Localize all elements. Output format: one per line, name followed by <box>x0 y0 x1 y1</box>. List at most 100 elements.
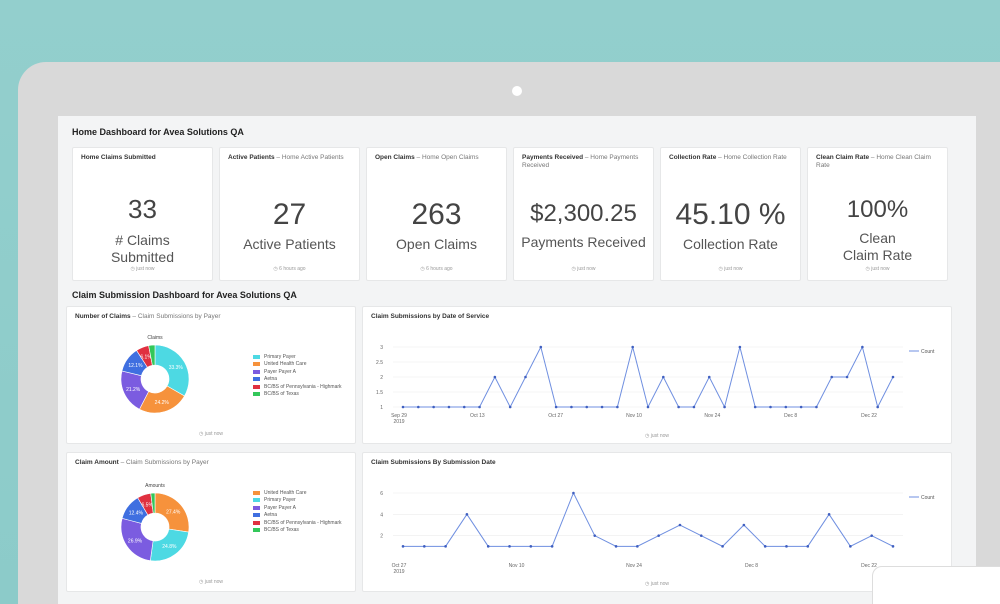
data-point[interactable] <box>742 523 746 527</box>
data-point[interactable] <box>646 405 650 409</box>
pie-slice-label: 24.2% <box>155 400 170 406</box>
data-point[interactable] <box>827 513 831 516</box>
data-point[interactable] <box>447 405 451 409</box>
data-point[interactable] <box>636 545 639 548</box>
legend-item[interactable]: BC/BS of Pennsylvania - Highmark <box>253 519 342 527</box>
legend-item[interactable]: Aetna <box>253 512 342 520</box>
data-point[interactable] <box>845 375 849 379</box>
legend-item[interactable]: Payer Payer A <box>253 504 342 512</box>
data-point[interactable] <box>799 405 803 409</box>
data-point[interactable] <box>570 405 573 409</box>
data-point[interactable] <box>699 534 703 537</box>
data-point[interactable] <box>423 545 426 548</box>
clock-icon: ◷ <box>198 579 204 585</box>
data-point[interactable] <box>763 545 767 548</box>
legend-label: Primary Payer <box>264 497 296 504</box>
data-point[interactable] <box>785 545 788 548</box>
data-point[interactable] <box>677 405 680 409</box>
data-point[interactable] <box>723 405 726 409</box>
legend-label: BC/BS of Texas <box>264 527 299 534</box>
data-point[interactable] <box>678 523 682 527</box>
data-point[interactable] <box>891 545 895 548</box>
data-point[interactable] <box>631 345 634 349</box>
amount-by-payer-card[interactable]: Claim Amount – Claim Submissions by Paye… <box>66 452 356 592</box>
data-point[interactable] <box>692 405 696 409</box>
data-point[interactable] <box>478 405 481 409</box>
legend-item[interactable]: Primary Payer <box>253 497 342 505</box>
data-point[interactable] <box>769 405 772 409</box>
data-point[interactable] <box>600 405 604 409</box>
legend-item[interactable]: United Health Care <box>253 489 342 497</box>
data-point[interactable] <box>444 545 447 548</box>
data-point[interactable] <box>662 375 665 379</box>
data-point[interactable] <box>593 534 597 537</box>
data-point[interactable] <box>876 405 879 409</box>
data-point[interactable] <box>721 545 724 548</box>
pie-slice[interactable] <box>148 344 156 366</box>
data-point[interactable] <box>849 545 852 548</box>
data-point[interactable] <box>585 405 589 409</box>
legend-item[interactable]: Aetna <box>253 376 342 384</box>
claims-by-date-of-service-card[interactable]: Claim Submissions by Date of Service 1 1.… <box>362 306 952 444</box>
kpi-title: Clean Claim Rate <box>816 154 870 161</box>
pie-title: Claims <box>147 335 163 341</box>
data-point[interactable] <box>784 405 788 409</box>
legend-item[interactable]: Payer Payer A <box>253 368 342 376</box>
legend-item[interactable]: United Health Care <box>253 361 342 369</box>
kpi-card-3[interactable]: Open Claims – Home Open Claims 263 Open Cl… <box>366 147 507 281</box>
data-point[interactable] <box>401 545 405 548</box>
data-point[interactable] <box>508 545 511 548</box>
legend-label[interactable]: Count <box>921 349 935 355</box>
kpi-card-1[interactable]: Home Claims Submitted 33 # Claims Submitte… <box>72 147 213 281</box>
legend-swatch <box>253 505 260 510</box>
data-point[interactable] <box>508 405 512 409</box>
data-point[interactable] <box>806 545 810 548</box>
x-tick-label: Nov 10 <box>626 413 642 419</box>
data-point[interactable] <box>524 375 527 379</box>
data-point[interactable] <box>550 545 554 548</box>
kpi-card-2[interactable]: Active Patients – Home Active Patients 27… <box>219 147 360 281</box>
data-point[interactable] <box>657 534 660 537</box>
data-point[interactable] <box>401 405 405 409</box>
pie-slice[interactable] <box>150 492 156 514</box>
data-point[interactable] <box>753 405 757 409</box>
data-point[interactable] <box>572 491 575 495</box>
claims-by-payer-card[interactable]: Number of Claims – Claim Submissions by … <box>66 306 356 444</box>
data-point[interactable] <box>539 345 543 349</box>
data-point[interactable] <box>707 375 711 379</box>
kpi-value: 45.10 % <box>675 198 786 231</box>
data-point[interactable] <box>861 345 864 349</box>
claims-by-submission-date-card[interactable]: Claim Submissions By Submission Date 2 4 6… <box>362 452 952 592</box>
data-point[interactable] <box>462 405 466 409</box>
data-point[interactable] <box>432 405 435 409</box>
data-point[interactable] <box>465 513 469 516</box>
data-point[interactable] <box>554 405 558 409</box>
legend-item[interactable]: BC/BS of Texas <box>253 391 342 399</box>
kpi-card-6[interactable]: Clean Claim Rate – Home Clean Claim Rate… <box>807 147 948 281</box>
data-point[interactable] <box>815 405 818 409</box>
legend-item[interactable]: BC/BS of Texas <box>253 527 342 535</box>
pie-slice[interactable] <box>154 344 190 397</box>
pie-slice-label: 6.1% <box>140 355 152 361</box>
data-point[interactable] <box>417 405 420 409</box>
data-point[interactable] <box>529 545 533 548</box>
data-point[interactable] <box>493 375 497 379</box>
legend-item[interactable]: BC/BS of Pennsylvania - Highmark <box>253 383 342 391</box>
legend-label[interactable]: Count <box>921 495 935 501</box>
pie-slice[interactable] <box>154 492 190 533</box>
data-point[interactable] <box>830 375 834 379</box>
data-point[interactable] <box>486 545 490 548</box>
y-tick-label: 1 <box>380 405 383 411</box>
data-point[interactable] <box>614 545 618 548</box>
card-updated-stamp: just now <box>650 433 670 439</box>
kpi-card-5[interactable]: Collection Rate – Home Collection Rate 45… <box>660 147 801 281</box>
legend-item[interactable]: Primary Payer <box>253 353 342 361</box>
data-point[interactable] <box>616 405 619 409</box>
x-tick-label: Nov 24 <box>626 563 642 569</box>
data-point[interactable] <box>891 375 895 379</box>
y-tick-label: 2.5 <box>376 360 383 366</box>
pie-slice-label: 26.9% <box>128 538 143 544</box>
data-point[interactable] <box>738 345 742 349</box>
data-point[interactable] <box>870 534 873 537</box>
kpi-card-4[interactable]: Payments Received – Home Payments Receiv… <box>513 147 654 281</box>
